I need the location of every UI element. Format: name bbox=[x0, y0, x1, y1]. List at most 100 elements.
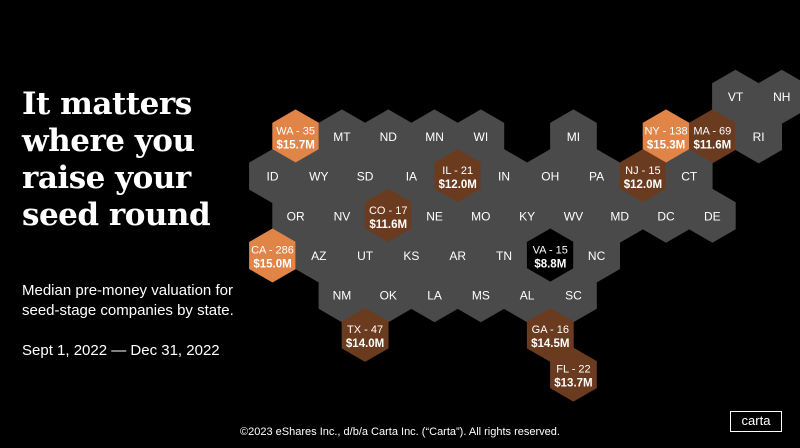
copyright-footer: ©2023 eShares Inc., d/b/a Carta Inc. (“C… bbox=[240, 426, 560, 438]
valuation-label: $15.3M bbox=[647, 139, 685, 151]
state-label: OK bbox=[380, 289, 397, 303]
state-tile-mt: MT bbox=[318, 109, 366, 164]
hex-shape bbox=[295, 228, 343, 283]
hex-shape bbox=[689, 109, 736, 164]
hex-shape bbox=[341, 149, 389, 204]
state-label: IA bbox=[406, 170, 417, 184]
hex-shape bbox=[318, 268, 366, 323]
hex-shape bbox=[619, 149, 667, 204]
hex-shape bbox=[411, 109, 458, 164]
hex-shape bbox=[457, 268, 505, 323]
hex-shape bbox=[550, 347, 597, 402]
state-tile-ny: NY - 138 $15.3M bbox=[642, 109, 690, 164]
hex-shape bbox=[550, 109, 597, 164]
state-tile-in: IN bbox=[480, 149, 528, 204]
state-label: MO bbox=[471, 209, 490, 223]
hex-shape bbox=[480, 228, 528, 283]
hex-shape bbox=[341, 228, 389, 283]
valuation-label: $12.0M bbox=[624, 179, 662, 191]
state-label: VT bbox=[728, 90, 744, 104]
state-tile-ia: IA bbox=[388, 149, 435, 204]
state-label: ID bbox=[267, 170, 279, 184]
hex-shape bbox=[341, 307, 389, 362]
hex-shape bbox=[526, 228, 574, 283]
state-label: FL - 22 bbox=[556, 364, 590, 376]
state-tile-az: AZ bbox=[295, 228, 343, 283]
state-label: CO - 17 bbox=[369, 205, 408, 217]
state-tile-nm: NM bbox=[318, 268, 366, 323]
state-tile-ks: KS bbox=[388, 228, 435, 283]
valuation-label: $15.7M bbox=[276, 139, 314, 151]
state-label: AL bbox=[520, 289, 535, 303]
state-tile-ne: NE bbox=[411, 188, 458, 243]
state-label: MT bbox=[333, 130, 351, 144]
hex-shape bbox=[249, 149, 296, 204]
hex-shape bbox=[596, 188, 644, 243]
state-tile-il: IL - 21 $12.0M bbox=[434, 149, 482, 204]
state-label: CT bbox=[681, 170, 698, 184]
state-label: GA - 16 bbox=[532, 324, 569, 336]
state-label: MA - 69 bbox=[693, 125, 731, 137]
state-tile-nj: NJ - 15 $12.0M bbox=[619, 149, 667, 204]
state-label: NV bbox=[334, 209, 351, 223]
state-label: TN bbox=[496, 249, 512, 263]
state-tile-pa: PA bbox=[573, 149, 620, 204]
state-label: SC bbox=[565, 289, 582, 303]
hex-shape bbox=[758, 69, 800, 124]
hex-shape bbox=[526, 307, 574, 362]
subtitle: Median pre-money valuation for seed-stag… bbox=[22, 282, 234, 319]
state-tile-ms: MS bbox=[457, 268, 505, 323]
hex-shape bbox=[642, 109, 690, 164]
state-label: OR bbox=[287, 209, 305, 223]
state-label: PA bbox=[589, 170, 604, 184]
state-tile-ok: OK bbox=[364, 268, 412, 323]
state-tile-oh: OH bbox=[526, 149, 574, 204]
state-label: RI bbox=[753, 130, 765, 144]
hex-shape bbox=[364, 109, 412, 164]
date-range: Sept 1, 2022 — Dec 31, 2022 bbox=[22, 342, 220, 359]
hex-shape bbox=[457, 109, 505, 164]
state-tile-ga: GA - 16 $14.5M bbox=[526, 307, 574, 362]
hex-shape bbox=[434, 149, 482, 204]
state-tile-wv: WV bbox=[550, 188, 597, 243]
hex-shape bbox=[364, 268, 412, 323]
state-label: AR bbox=[449, 249, 466, 263]
state-label: NE bbox=[426, 209, 443, 223]
hex-shape bbox=[388, 228, 435, 283]
valuation-label: $15.0M bbox=[253, 259, 291, 271]
hex-shape bbox=[573, 228, 620, 283]
hex-shape bbox=[550, 188, 597, 243]
state-label: AZ bbox=[311, 249, 326, 263]
hex-shape bbox=[411, 188, 458, 243]
state-label: WV bbox=[564, 209, 583, 223]
state-tile-vt: VT bbox=[712, 69, 759, 124]
hex-shape bbox=[272, 188, 319, 243]
hex-shape bbox=[573, 149, 620, 204]
state-label: NY - 138 bbox=[644, 125, 687, 137]
state-label: LA bbox=[427, 289, 442, 303]
state-label: KY bbox=[519, 209, 535, 223]
state-tile-wy: WY bbox=[295, 149, 343, 204]
hex-shape bbox=[480, 149, 528, 204]
state-tile-md: MD bbox=[596, 188, 644, 243]
state-tile-ut: UT bbox=[341, 228, 389, 283]
state-tile-ri: RI bbox=[735, 109, 782, 164]
state-label: WY bbox=[309, 170, 328, 184]
hex-shape bbox=[249, 228, 296, 283]
state-label: DE bbox=[704, 209, 721, 223]
state-label: IN bbox=[498, 170, 510, 184]
hex-shape bbox=[457, 188, 505, 243]
state-tile-id: ID bbox=[249, 149, 296, 204]
hex-shape bbox=[526, 149, 574, 204]
state-label: NH bbox=[773, 90, 790, 104]
state-tile-tx: TX - 47 $14.0M bbox=[341, 307, 389, 362]
state-label: SD bbox=[357, 170, 374, 184]
state-tile-nd: ND bbox=[364, 109, 412, 164]
state-tile-or: OR bbox=[272, 188, 319, 243]
state-label: MS bbox=[472, 289, 490, 303]
state-tile-ct: CT bbox=[665, 149, 713, 204]
valuation-label: $8.8M bbox=[534, 259, 566, 271]
state-label: MI bbox=[567, 130, 580, 144]
state-label: IL - 21 bbox=[442, 165, 473, 177]
state-tile-ca: CA - 286 $15.0M bbox=[249, 228, 296, 283]
